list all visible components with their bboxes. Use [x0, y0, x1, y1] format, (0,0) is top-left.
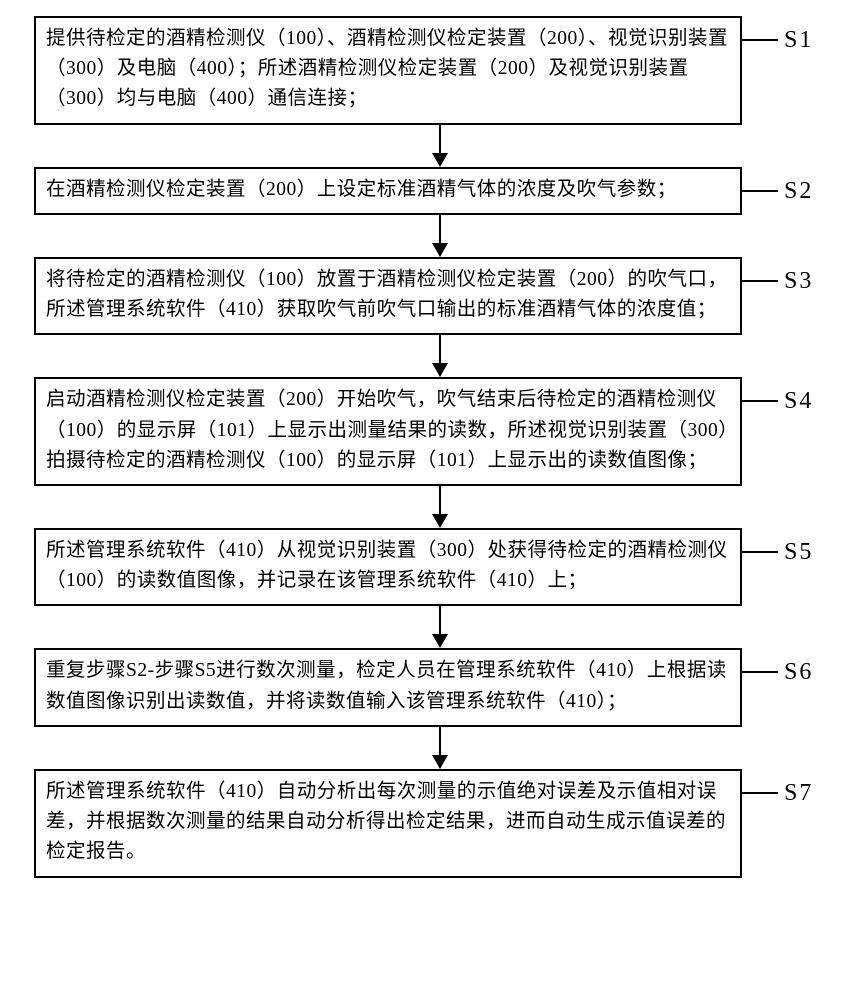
arrow-head-icon: [432, 634, 448, 648]
flowchart-container: 提供待检定的酒精检测仪（100）、酒精检测仪检定装置（200）、视觉识别装置（3…: [0, 16, 846, 878]
arrow-head-icon: [432, 153, 448, 167]
down-arrow-icon: [86, 486, 794, 528]
step-box: 所述管理系统软件（410）自动分析出每次测量的示值绝对误差及示值相对误差，并根据…: [34, 769, 742, 878]
down-arrow-icon: [86, 335, 794, 377]
arrow-head-icon: [432, 755, 448, 769]
step-label-group: S2: [742, 179, 813, 203]
arrow-shaft: [439, 215, 441, 243]
step-label: S3: [784, 269, 813, 293]
flow-step: 重复步骤S2-步骤S5进行数次测量，检定人员在管理系统软件（410）上根据读数值…: [0, 648, 846, 726]
step-label-group: S4: [742, 389, 813, 413]
step-label-group: S6: [742, 660, 813, 684]
arrow-head-icon: [432, 514, 448, 528]
arrow-shaft: [439, 125, 441, 153]
label-connector-line: [742, 190, 778, 192]
flow-step: 提供待检定的酒精检测仪（100）、酒精检测仪检定装置（200）、视觉识别装置（3…: [0, 16, 846, 125]
flow-step: 启动酒精检测仪检定装置（200）开始吹气，吹气结束后待检定的酒精检测仪（100）…: [0, 377, 846, 486]
step-label: S6: [784, 660, 813, 684]
flow-step: 所述管理系统软件（410）从视觉识别装置（300）处获得待检定的酒精检测仪（10…: [0, 528, 846, 606]
step-box: 所述管理系统软件（410）从视觉识别装置（300）处获得待检定的酒精检测仪（10…: [34, 528, 742, 606]
label-connector-line: [742, 400, 778, 402]
step-label: S5: [784, 540, 813, 564]
step-label: S2: [784, 179, 813, 203]
step-box: 提供待检定的酒精检测仪（100）、酒精检测仪检定装置（200）、视觉识别装置（3…: [34, 16, 742, 125]
arrow-shaft: [439, 486, 441, 514]
step-box: 将待检定的酒精检测仪（100）放置于酒精检测仪检定装置（200）的吹气口，所述管…: [34, 257, 742, 335]
arrow-shaft: [439, 606, 441, 634]
arrow-head-icon: [432, 363, 448, 377]
label-connector-line: [742, 39, 778, 41]
step-box: 启动酒精检测仪检定装置（200）开始吹气，吹气结束后待检定的酒精检测仪（100）…: [34, 377, 742, 486]
flow-step: 将待检定的酒精检测仪（100）放置于酒精检测仪检定装置（200）的吹气口，所述管…: [0, 257, 846, 335]
label-connector-line: [742, 671, 778, 673]
down-arrow-icon: [86, 215, 794, 257]
step-box: 重复步骤S2-步骤S5进行数次测量，检定人员在管理系统软件（410）上根据读数值…: [34, 648, 742, 726]
step-label: S7: [784, 781, 813, 805]
down-arrow-icon: [86, 125, 794, 167]
label-connector-line: [742, 280, 778, 282]
step-label: S4: [784, 389, 813, 413]
label-connector-line: [742, 792, 778, 794]
step-label-group: S7: [742, 781, 813, 805]
step-box: 在酒精检测仪检定装置（200）上设定标准酒精气体的浓度及吹气参数；: [34, 167, 742, 215]
step-label: S1: [784, 28, 813, 52]
step-label-group: S5: [742, 540, 813, 564]
arrow-shaft: [439, 727, 441, 755]
label-connector-line: [742, 551, 778, 553]
flow-step: 所述管理系统软件（410）自动分析出每次测量的示值绝对误差及示值相对误差，并根据…: [0, 769, 846, 878]
step-label-group: S3: [742, 269, 813, 293]
arrow-head-icon: [432, 243, 448, 257]
down-arrow-icon: [86, 727, 794, 769]
flow-step: 在酒精检测仪检定装置（200）上设定标准酒精气体的浓度及吹气参数； S2: [0, 167, 846, 215]
down-arrow-icon: [86, 606, 794, 648]
step-label-group: S1: [742, 28, 813, 52]
arrow-shaft: [439, 335, 441, 363]
